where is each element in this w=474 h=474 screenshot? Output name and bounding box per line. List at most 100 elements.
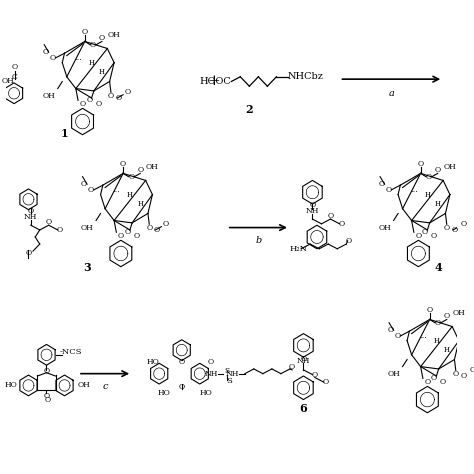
- Text: H: H: [424, 191, 430, 199]
- Text: H: H: [127, 191, 133, 199]
- Text: O: O: [469, 366, 474, 374]
- Text: O: O: [339, 220, 345, 228]
- Text: c: c: [102, 382, 108, 391]
- Text: O: O: [208, 358, 214, 366]
- Text: O: O: [108, 91, 114, 100]
- Text: H: H: [433, 337, 439, 345]
- Text: HO: HO: [200, 389, 212, 397]
- Text: HOOC: HOOC: [200, 77, 231, 86]
- Text: O: O: [328, 212, 334, 220]
- Text: O: O: [431, 232, 437, 240]
- Text: -NCS: -NCS: [60, 348, 82, 356]
- Text: O: O: [45, 396, 50, 403]
- Text: O: O: [128, 173, 134, 181]
- Text: ···: ···: [419, 334, 427, 342]
- Text: O: O: [323, 378, 329, 386]
- Text: O: O: [86, 96, 92, 104]
- Text: O: O: [154, 226, 160, 234]
- Text: O: O: [116, 94, 122, 102]
- Text: O: O: [460, 220, 466, 228]
- Text: O: O: [311, 371, 318, 379]
- Text: H: H: [444, 346, 450, 354]
- Text: O: O: [418, 160, 424, 168]
- Text: O: O: [422, 228, 428, 236]
- Text: H: H: [99, 68, 105, 76]
- Text: ···: ···: [410, 188, 418, 196]
- Text: O: O: [435, 319, 441, 327]
- Text: O: O: [95, 100, 101, 108]
- Text: O: O: [88, 186, 94, 194]
- Text: O: O: [451, 226, 457, 234]
- Text: O: O: [134, 232, 140, 240]
- Text: O: O: [120, 160, 126, 168]
- Text: O: O: [82, 28, 88, 36]
- Text: O: O: [444, 312, 450, 319]
- Text: O: O: [385, 186, 392, 194]
- Text: O: O: [394, 332, 401, 340]
- Text: O: O: [346, 237, 352, 245]
- Text: O: O: [415, 232, 421, 240]
- Text: S: S: [226, 377, 232, 385]
- Text: 2: 2: [246, 104, 253, 115]
- Text: O: O: [44, 392, 50, 400]
- Text: OH: OH: [43, 91, 55, 100]
- Text: O: O: [26, 249, 32, 257]
- Text: OH: OH: [108, 31, 120, 39]
- Text: O: O: [46, 218, 52, 226]
- Text: OH: OH: [2, 77, 15, 85]
- Text: O: O: [301, 355, 307, 363]
- Text: 6: 6: [300, 403, 307, 414]
- Text: OH: OH: [388, 370, 401, 378]
- Text: H: H: [137, 200, 143, 208]
- Text: HO: HO: [158, 389, 171, 397]
- Text: HO: HO: [4, 382, 17, 390]
- Text: +: +: [207, 74, 219, 89]
- Text: NH: NH: [204, 370, 218, 378]
- Text: O: O: [44, 367, 50, 375]
- Text: O: O: [125, 88, 131, 96]
- Text: OH: OH: [379, 224, 392, 232]
- Text: OH: OH: [453, 310, 465, 317]
- Text: O: O: [118, 232, 124, 240]
- Text: O: O: [43, 48, 49, 56]
- Text: O: O: [387, 326, 393, 334]
- Text: b: b: [255, 236, 262, 245]
- Text: O: O: [81, 180, 87, 188]
- Text: ···: ···: [112, 188, 120, 196]
- Text: OH: OH: [146, 163, 159, 171]
- Text: a: a: [388, 89, 394, 98]
- Text: O: O: [57, 226, 63, 234]
- Text: OH: OH: [444, 163, 456, 171]
- Text: O: O: [460, 372, 466, 380]
- Text: 3: 3: [83, 262, 91, 273]
- Text: C: C: [12, 73, 18, 81]
- Text: O: O: [427, 306, 433, 314]
- Text: 1: 1: [61, 128, 68, 139]
- Text: O: O: [440, 378, 446, 386]
- Text: O: O: [163, 220, 169, 228]
- Text: ···: ···: [74, 56, 82, 64]
- Text: O: O: [80, 100, 86, 108]
- Text: O: O: [179, 383, 185, 391]
- Text: O: O: [27, 207, 34, 215]
- Text: O: O: [453, 370, 459, 378]
- Text: NHCbz: NHCbz: [288, 72, 324, 81]
- Text: O: O: [289, 363, 295, 371]
- Text: O: O: [146, 224, 152, 232]
- Text: O: O: [125, 228, 131, 236]
- Text: O: O: [99, 34, 105, 42]
- Text: H: H: [435, 200, 441, 208]
- Text: NH: NH: [24, 213, 37, 221]
- Text: OH: OH: [78, 382, 91, 390]
- Text: O: O: [310, 201, 316, 209]
- Text: HO: HO: [146, 358, 159, 366]
- Text: O: O: [49, 54, 55, 62]
- Text: H: H: [89, 59, 95, 67]
- Text: O: O: [435, 165, 441, 173]
- Text: O: O: [90, 41, 96, 49]
- Text: NH: NH: [306, 207, 319, 215]
- Text: O: O: [12, 64, 18, 72]
- Text: O: O: [431, 374, 437, 383]
- Text: NH: NH: [297, 357, 310, 365]
- Text: H₂N: H₂N: [290, 245, 308, 253]
